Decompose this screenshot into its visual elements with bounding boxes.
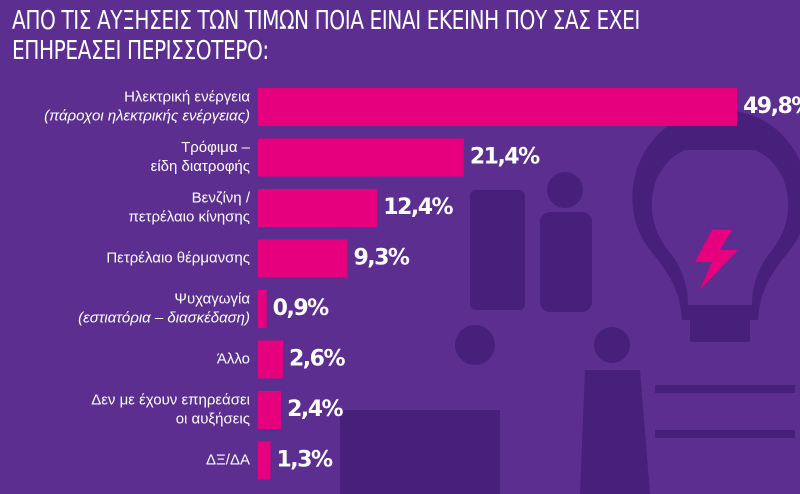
bar [258, 88, 737, 126]
pump [470, 190, 525, 310]
category-label: (πάροχοι ηλεκτρικής ενέργειας) [44, 107, 250, 124]
category-label: Τρόφιμα – [181, 139, 251, 156]
value-label: 1,3% [277, 448, 333, 473]
shopper-body [580, 370, 650, 494]
shopper-head [594, 327, 630, 363]
bar [258, 340, 284, 379]
category-label: Ηλεκτρική ενέργεια [124, 88, 250, 105]
person-body [540, 212, 592, 312]
category-label: Δεν με έχουν επηρεάσει [91, 391, 250, 408]
bulb-base [690, 320, 750, 342]
illustrations [340, 110, 800, 494]
bolt [695, 230, 738, 290]
value-label: 2,6% [289, 347, 345, 372]
person-head [547, 172, 583, 208]
bar [258, 239, 348, 278]
category-label: (εστιατόρια – διασκέδαση) [78, 309, 250, 326]
shelf [655, 385, 795, 393]
table [340, 410, 500, 494]
bar [258, 189, 378, 227]
bar [258, 290, 267, 328]
value-label: 0,9% [273, 296, 329, 321]
category-label: ΔΞ/ΔΑ [206, 451, 250, 468]
value-label: 2,4% [287, 397, 343, 422]
bar [258, 441, 271, 480]
shelf [655, 430, 795, 438]
bulb-inner [651, 150, 789, 305]
category-label: είδη διατροφής [151, 158, 250, 175]
category-label: Βενζίνη / [192, 189, 251, 206]
value-label: 12,4% [383, 195, 453, 220]
category-label: πετρέλαιο κίνησης [129, 208, 250, 225]
category-label: οι αυξήσεις [176, 410, 250, 427]
bar [258, 138, 464, 177]
category-label: Πετρέλαιο θέρμανσης [106, 249, 250, 266]
value-label: 49,8% [743, 94, 800, 119]
category-label: Ψυχαγωγία [174, 290, 250, 307]
value-label: 9,3% [353, 246, 409, 271]
value-label: 21,4% [470, 145, 540, 170]
chart-title: ΑΠΟ ΤΙΣ ΑΥΞΗΣΕΙΣ ΤΩΝ ΤΙΜΩΝ ΠΟΙΑ ΕΙΝΑΙ ΕΚ… [12, 6, 640, 66]
diner-head [455, 325, 495, 365]
category-label: Άλλο [217, 350, 250, 367]
bar [258, 391, 282, 429]
